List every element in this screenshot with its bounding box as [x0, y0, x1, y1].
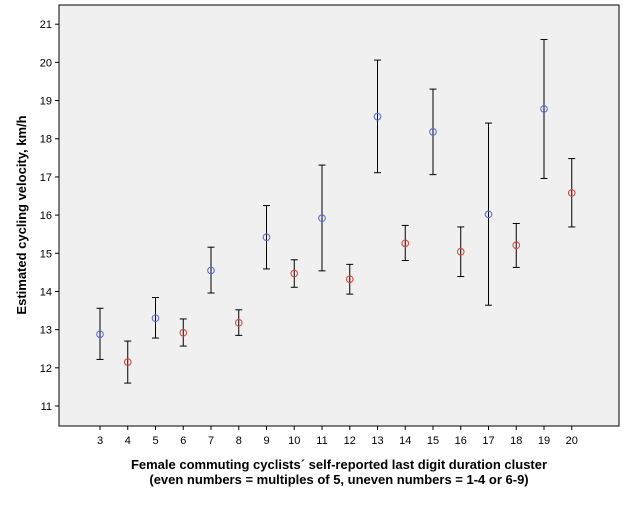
x-tick-label-20: 20 — [566, 435, 578, 447]
x-tick-label-15: 15 — [427, 435, 439, 447]
mean-marker-11 — [318, 214, 326, 223]
x-tick-label-16: 16 — [455, 435, 467, 447]
x-tick-label-12: 12 — [344, 435, 356, 447]
mean-marker-13 — [373, 112, 382, 121]
y-tick-label-20: 20 — [40, 57, 52, 69]
y-tick-label-17: 17 — [40, 172, 52, 184]
y-tick-label-14: 14 — [40, 286, 52, 298]
x-tick-label-4: 4 — [125, 435, 131, 447]
x-tick-label-5: 5 — [152, 435, 158, 447]
mean-marker-8 — [234, 318, 243, 327]
mean-marker-10 — [290, 269, 299, 278]
x-tick-label-6: 6 — [180, 435, 186, 447]
x-tick-label-17: 17 — [482, 435, 494, 447]
plot-area — [58, 4, 620, 427]
mean-marker-15 — [429, 128, 437, 136]
x-tick-label-7: 7 — [208, 435, 214, 447]
mean-marker-14 — [401, 239, 410, 248]
mean-marker-17 — [484, 210, 493, 219]
mean-marker-5 — [151, 314, 160, 323]
y-tick-label-19: 19 — [40, 96, 52, 108]
x-axis-title-line-1: Female commuting cyclists´ self-reported… — [131, 457, 547, 472]
y-tick-label-12: 12 — [40, 363, 52, 375]
x-tick-label-3: 3 — [97, 435, 103, 447]
y-tick-label-21: 21 — [40, 19, 52, 31]
x-tick-label-13: 13 — [371, 435, 383, 447]
mean-marker-7 — [207, 266, 215, 275]
x-tick-label-19: 19 — [538, 435, 550, 447]
mean-marker-18 — [512, 241, 521, 250]
x-tick-label-14: 14 — [399, 435, 411, 447]
mean-marker-9 — [262, 233, 271, 242]
mean-marker-4 — [123, 358, 132, 366]
mean-marker-19 — [540, 105, 548, 113]
x-axis-title-line-2: (even numbers = multiples of 5, uneven n… — [149, 472, 528, 487]
x-tick-label-11: 11 — [316, 435, 327, 447]
mean-marker-12 — [345, 275, 354, 284]
x-tick-label-18: 18 — [510, 435, 522, 447]
y-tick-label-18: 18 — [40, 134, 52, 146]
x-tick-label-10: 10 — [288, 435, 300, 447]
y-tick-label-16: 16 — [40, 210, 52, 222]
mean-marker-3 — [96, 330, 104, 339]
mean-marker-6 — [179, 328, 188, 337]
y-tick-label-15: 15 — [40, 248, 52, 260]
x-tick-label-8: 8 — [236, 435, 242, 447]
mean-marker-16 — [456, 247, 465, 256]
y-axis-title: Estimated cycling velocity, km/h — [14, 115, 29, 314]
y-tick-label-11: 11 — [41, 401, 52, 413]
mean-marker-20 — [567, 189, 576, 197]
y-tick-label-13: 13 — [40, 325, 52, 337]
x-tick-label-9: 9 — [263, 435, 269, 447]
